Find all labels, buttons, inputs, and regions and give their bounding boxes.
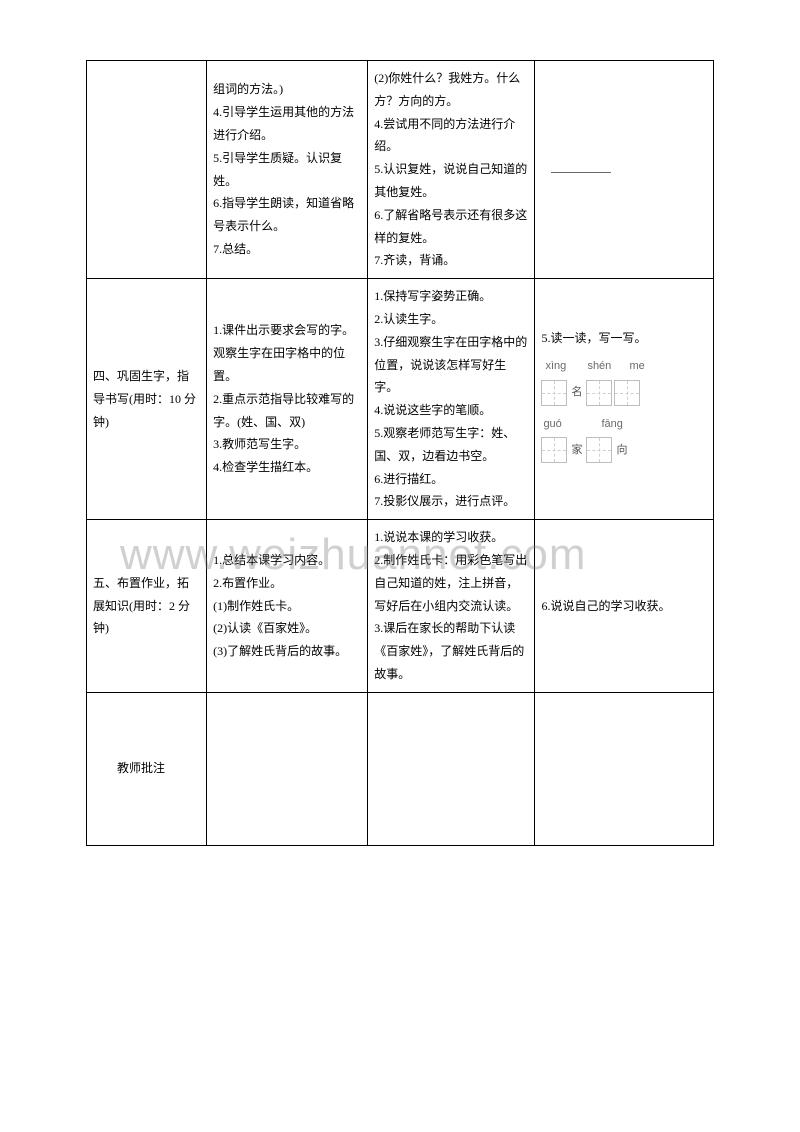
cell-student-activity: 1.说说本课的学习收获。2.制作姓氏卡：用彩色笔写出自己知道的姓，注上拼音，写好… xyxy=(368,520,535,693)
cell-teacher-note xyxy=(368,692,535,845)
cell-teacher-note xyxy=(535,692,714,845)
table-row: 组词的方法。)4.引导学生运用其他的方法进行介绍。5.引导学生质疑。认识复姓。6… xyxy=(87,61,714,279)
cell-exercise: 6.说说自己的学习收获。 xyxy=(535,520,714,693)
pinyin-label: me xyxy=(629,356,649,377)
cell-section-title: 四、巩固生字，指导书写(用时：10 分钟) xyxy=(87,279,207,520)
tianzige-row: 名 xyxy=(541,380,707,406)
tianzige-box xyxy=(541,380,567,406)
sep-char: 名 xyxy=(571,382,582,403)
cell-text: 1.说说本课的学习收获。2.制作姓氏卡：用彩色笔写出自己知道的姓，注上拼音，写好… xyxy=(374,530,527,681)
tianzige-box xyxy=(586,380,612,406)
cell-text: 1.总结本课学习内容。2.布置作业。(1)制作姓氏卡。(2)认读《百家姓》。(3… xyxy=(213,553,347,658)
pinyin-label: guó xyxy=(543,414,575,435)
cell-text: 1.保持写字姿势正确。2.认读生字。3.仔细观察生字在田字格中的位置，说说该怎样… xyxy=(374,289,527,508)
cell-text: (2)你姓什么？我姓方。什么方？方向的方。4.尝试用不同的方法进行介绍。5.认识… xyxy=(374,71,527,267)
cell-student-activity: (2)你姓什么？我姓方。什么方？方向的方。4.尝试用不同的方法进行介绍。5.认识… xyxy=(368,61,535,279)
tianzige-box xyxy=(541,437,567,463)
pinyin-row: guó fāng xyxy=(541,414,707,435)
cell-student-activity: 1.保持写字姿势正确。2.认读生字。3.仔细观察生字在田字格中的位置，说说该怎样… xyxy=(368,279,535,520)
tianzige-box xyxy=(614,380,640,406)
cell-teacher-activity: 组词的方法。)4.引导学生运用其他的方法进行介绍。5.引导学生质疑。认识复姓。6… xyxy=(207,61,368,279)
cell-text: 四、巩固生字，指导书写(用时：10 分钟) xyxy=(93,369,196,429)
cell-exercise xyxy=(535,61,714,279)
cell-teacher-note xyxy=(207,692,368,845)
sep-char: 家 xyxy=(571,440,582,461)
cell-text: 1.课件出示要求会写的字。观察生字在田字格中的位置。2.重点示范指导比较难写的字… xyxy=(213,323,354,474)
cell-exercise: 5.读一读，写一写。 xìng shén me 名 guó fāng xyxy=(535,279,714,520)
cell-section-title: 五、布置作业，拓展知识(用时：2 分钟) xyxy=(87,520,207,693)
cell-text: 6.说说自己的学习收获。 xyxy=(541,599,670,613)
blank-line xyxy=(551,160,611,173)
cell-text: 组词的方法。)4.引导学生运用其他的方法进行介绍。5.引导学生质疑。认识复姓。6… xyxy=(213,82,354,256)
cell-section-title xyxy=(87,61,207,279)
lesson-plan-table: 组词的方法。)4.引导学生运用其他的方法进行介绍。5.引导学生质疑。认识复姓。6… xyxy=(86,60,714,846)
pinyin-label: shén xyxy=(587,356,619,377)
tianzige-row: 家 向 xyxy=(541,437,707,463)
pinyin-label: xìng xyxy=(545,356,577,377)
cell-teacher-note-label: 教师批注 xyxy=(87,692,207,845)
pinyin-row: xìng shén me xyxy=(541,356,707,377)
teacher-note-label: 教师批注 xyxy=(117,761,165,775)
cell-teacher-activity: 1.课件出示要求会写的字。观察生字在田字格中的位置。2.重点示范指导比较难写的字… xyxy=(207,279,368,520)
exercise-title: 5.读一读，写一写。 xyxy=(541,327,707,350)
cell-teacher-activity: 1.总结本课学习内容。2.布置作业。(1)制作姓氏卡。(2)认读《百家姓》。(3… xyxy=(207,520,368,693)
sep-char: 向 xyxy=(616,440,627,461)
cell-text: 五、布置作业，拓展知识(用时：2 分钟) xyxy=(93,576,190,636)
table-row: 四、巩固生字，指导书写(用时：10 分钟) 1.课件出示要求会写的字。观察生字在… xyxy=(87,279,714,520)
table-row: 教师批注 xyxy=(87,692,714,845)
table-row: 五、布置作业，拓展知识(用时：2 分钟) 1.总结本课学习内容。2.布置作业。(… xyxy=(87,520,714,693)
page: 组词的方法。)4.引导学生运用其他的方法进行介绍。5.引导学生质疑。认识复姓。6… xyxy=(0,0,800,1132)
pinyin-label: fāng xyxy=(601,414,633,435)
tianzige-box xyxy=(586,437,612,463)
